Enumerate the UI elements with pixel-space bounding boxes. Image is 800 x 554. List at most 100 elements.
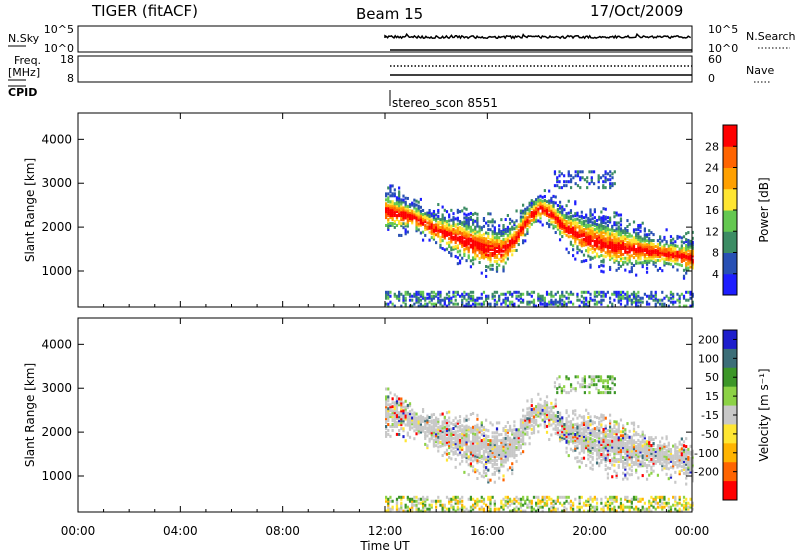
power-cell — [587, 300, 590, 304]
power-cell — [511, 225, 514, 229]
power-cell — [489, 242, 492, 246]
power-cell — [487, 239, 490, 243]
power-cell — [645, 249, 649, 253]
power-cell — [426, 221, 429, 225]
velocity-cell — [543, 415, 546, 419]
velocity-cell — [448, 436, 451, 440]
velocity-cell — [604, 446, 607, 450]
velocity-cell — [432, 418, 436, 422]
velocity-cell — [613, 445, 616, 449]
power-cell — [458, 221, 462, 225]
power-cell — [398, 298, 401, 302]
velocity-cell — [558, 411, 562, 415]
velocity-cell — [415, 507, 418, 511]
power-cell — [648, 302, 651, 306]
power-cell — [502, 292, 505, 296]
power-cell — [572, 292, 575, 296]
power-cell — [543, 296, 546, 300]
velocity-cell — [648, 442, 651, 446]
power-cell — [465, 292, 468, 296]
power-cell — [535, 207, 538, 211]
power-cell — [604, 227, 607, 231]
power-cell — [448, 300, 451, 304]
velocity-cell — [508, 503, 512, 507]
power-cell — [456, 256, 459, 260]
velocity-cell — [632, 421, 636, 425]
power-cell — [461, 229, 464, 233]
velocity-cell — [432, 440, 436, 444]
power-ytick-label: 1000 — [41, 264, 72, 278]
velocity-cell — [395, 507, 399, 511]
power-cell — [448, 250, 451, 254]
power-cell — [498, 242, 501, 246]
velocity-cell — [663, 495, 666, 499]
power-cell — [576, 245, 579, 249]
power-cell — [585, 225, 588, 229]
velocity-cell — [561, 503, 564, 507]
power-cell — [452, 231, 455, 235]
velocity-cell — [387, 387, 390, 391]
velocity-cell — [606, 507, 610, 511]
power-cell — [628, 238, 631, 242]
velocity-cell — [441, 505, 444, 509]
power-cell — [476, 302, 479, 306]
power-cell — [467, 254, 470, 258]
velocity-cell — [489, 497, 492, 501]
power-cell — [465, 245, 468, 249]
power-cell — [572, 232, 575, 236]
power-cell — [471, 262, 475, 266]
power-cell — [517, 223, 520, 227]
velocity-cell — [611, 495, 614, 499]
power-cell — [413, 214, 416, 218]
power-cell — [400, 224, 403, 228]
velocity-cell — [582, 501, 586, 505]
power-cell — [491, 220, 494, 224]
velocity-cell — [489, 499, 492, 503]
velocity-cell — [674, 499, 677, 503]
velocity-cell — [619, 444, 623, 448]
power-scatter — [385, 170, 694, 308]
power-cell — [645, 245, 649, 249]
power-cell — [485, 237, 488, 241]
velocity-cell — [576, 424, 579, 428]
velocity-cell — [491, 431, 494, 435]
power-cell — [385, 204, 388, 208]
power-cell — [580, 242, 583, 246]
power-cell — [421, 304, 425, 308]
velocity-cell — [478, 448, 481, 452]
velocity-cell — [474, 503, 477, 507]
power-cell — [604, 251, 607, 255]
velocity-cell — [602, 433, 605, 437]
velocity-cell — [474, 440, 477, 444]
power-cell — [504, 241, 507, 245]
power-cell — [469, 290, 473, 294]
velocity-cell — [637, 450, 640, 454]
power-cell — [413, 204, 416, 208]
power-cell — [456, 290, 459, 294]
power-cell — [463, 250, 466, 254]
power-cell — [411, 209, 414, 213]
power-cell — [441, 233, 444, 237]
power-cell — [619, 294, 623, 298]
velocity-cell — [411, 420, 414, 424]
velocity-cell — [526, 417, 529, 421]
power-cell — [667, 256, 670, 260]
velocity-cell — [515, 509, 518, 513]
power-cell — [628, 242, 631, 246]
velocity-cell — [435, 432, 438, 436]
power-cell — [591, 238, 594, 242]
power-cell — [676, 244, 679, 248]
power-cell — [524, 211, 527, 215]
power-cell — [448, 213, 451, 217]
velocity-cell — [674, 461, 677, 465]
velocity-cell — [432, 424, 436, 428]
velocity-cell — [458, 432, 462, 436]
velocity-cell — [506, 428, 509, 432]
velocity-cell — [548, 509, 551, 513]
velocity-cell — [495, 468, 499, 472]
power-cell — [626, 296, 629, 300]
velocity-cell — [467, 497, 470, 501]
velocity-cell — [556, 422, 559, 426]
velocity-cell — [476, 443, 479, 447]
velocity-cell — [419, 501, 422, 505]
